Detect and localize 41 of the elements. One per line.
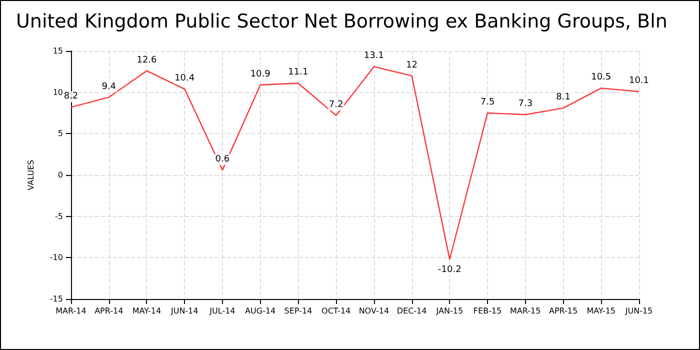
x-tick-label: MAR-15 [510, 306, 541, 316]
x-tick-label: JAN-15 [435, 306, 464, 316]
data-label: 10.4 [174, 74, 195, 84]
x-tick-label: FEB-15 [473, 306, 502, 316]
y-tick-label: -5 [55, 212, 63, 221]
x-tick-label: NOV-14 [358, 306, 390, 316]
data-label: 7.2 [328, 100, 344, 110]
data-label: 7.3 [518, 99, 533, 110]
x-tick-label: MAY-15 [586, 306, 616, 316]
x-tick-label: SEP-14 [284, 306, 312, 316]
data-label: 8.1 [556, 92, 570, 103]
y-tick-label: -15 [50, 294, 63, 304]
y-tick-label: 10 [52, 88, 63, 97]
data-label: 8.2 [64, 92, 78, 102]
data-label: 10.9 [250, 69, 271, 80]
x-tick-label: MAR-14 [56, 306, 86, 316]
y-tick-label: -10 [50, 253, 63, 262]
y-tick-label: 5 [58, 129, 63, 138]
x-tick-label: JUN-15 [624, 306, 653, 316]
x-tick-label: AUG-14 [245, 306, 276, 316]
data-label: 12.6 [136, 55, 158, 66]
y-axis-title: VALUES [26, 160, 36, 190]
y-tick-label: 0 [58, 170, 63, 180]
chart-title: United Kingdom Public Sector Net Borrowing ex Banking Groups, Bln [16, 10, 668, 32]
x-tick-label: APR-14 [94, 306, 124, 316]
data-label: 7.5 [480, 98, 495, 108]
data-label: 9.4 [102, 82, 116, 92]
data-label: 10.1 [628, 76, 650, 86]
data-label: 13.1 [364, 51, 384, 62]
data-label: 10.5 [591, 72, 612, 83]
data-label: 0.6 [215, 154, 230, 165]
x-tick-label: JUL-14 [208, 306, 236, 316]
data-label: -10.2 [438, 264, 462, 275]
y-tick-label: 15 [52, 46, 63, 56]
x-tick-label: DEC-14 [396, 306, 427, 316]
data-label: 11.1 [288, 68, 308, 78]
x-tick-label: JUN-14 [170, 306, 198, 316]
x-tick-label: OCT-14 [322, 306, 351, 316]
data-label: 12 [406, 60, 418, 70]
x-tick-label: APR-15 [548, 306, 578, 316]
x-tick-label: MAY-14 [132, 306, 162, 316]
